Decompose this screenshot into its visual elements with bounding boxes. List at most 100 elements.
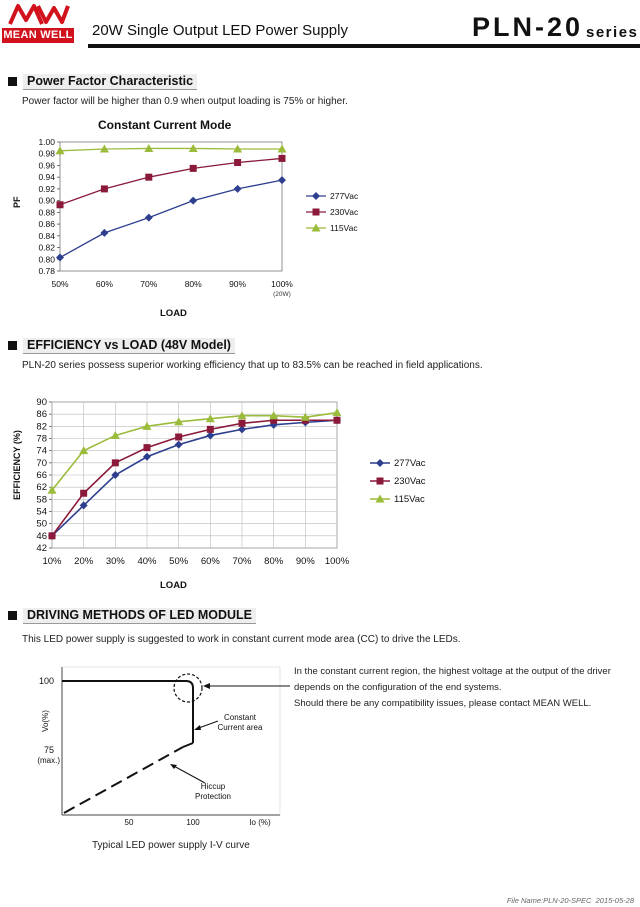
bullet-square-icon [8, 611, 17, 620]
x-tick-sublabel: (20W) [273, 291, 291, 298]
y-tick-label: 0.84 [38, 231, 55, 241]
data-point-277Vac [143, 452, 151, 461]
pf-chart-title: Constant Current Mode [98, 118, 232, 132]
y-tick-label: 70 [36, 458, 47, 469]
footer-date: 2015-05-28 [595, 896, 634, 905]
data-point-115Vac [110, 430, 120, 439]
drive-note-line: depends on the configuration of the end … [294, 682, 502, 693]
y-tick-label: 50 [36, 519, 47, 530]
legend-marker-230Vac [376, 477, 384, 485]
y-tick-label: 1.00 [38, 137, 55, 147]
x-tick-label: 30% [106, 556, 126, 567]
y-tick-label: 0.88 [38, 207, 55, 217]
data-point-230Vac [238, 419, 246, 427]
legend-marker-277Vac [376, 459, 384, 467]
iv-ytick-75-sub: (max.) [37, 756, 60, 765]
data-point-230Vac [111, 459, 119, 467]
data-point-230Vac [234, 159, 242, 167]
iv-cc-line [62, 680, 194, 743]
data-point-230Vac [143, 444, 151, 452]
y-tick-label: 74 [36, 446, 47, 457]
data-point-115Vac [188, 143, 198, 152]
x-tick-label: 100% [271, 279, 293, 289]
data-point-230Vac [270, 416, 278, 424]
y-tick-label: 62 [36, 482, 47, 493]
data-point-115Vac [205, 414, 215, 423]
drive-note-line: In the constant current region, the high… [294, 666, 611, 677]
data-point-115Vac [142, 421, 152, 430]
y-tick-label: 0.94 [38, 172, 55, 182]
iv-cc-label-1: Constant [224, 713, 257, 722]
footer: File Name:PLN-20-SPEC 2015-05-28 [507, 896, 634, 905]
iv-y-label: Vo(%) [41, 710, 50, 732]
logo-text: MEAN WELL [2, 28, 74, 43]
data-point-277Vac [56, 253, 64, 262]
x-tick-label: 90% [296, 556, 316, 567]
data-point-115Vac [55, 146, 65, 155]
legend-label: 277Vac [394, 458, 426, 469]
legend-label: 115Vac [330, 223, 358, 233]
y-tick-label: 90 [36, 397, 47, 408]
data-point-230Vac [206, 425, 214, 433]
series-line-115Vac [59, 147, 282, 152]
legend-label: 115Vac [394, 494, 425, 505]
data-point-115Vac [79, 446, 89, 455]
section-eff-heading: EFFICIENCY vs LOAD (48V Model) [8, 337, 235, 354]
x-tick-label: 50% [51, 279, 68, 289]
y-tick-label: 0.90 [38, 196, 55, 206]
data-point-115Vac [277, 144, 287, 153]
y-tick-label: 46 [36, 531, 47, 542]
x-tick-label: 20% [74, 556, 94, 567]
data-point-115Vac [332, 408, 342, 417]
iv-ytick-100: 100 [39, 676, 54, 686]
data-point-115Vac [47, 485, 57, 494]
legend-marker-115Vac [311, 223, 321, 232]
iv-ytick-75: 75 [44, 745, 54, 755]
data-point-277Vac [174, 440, 183, 449]
iv-xtick-50: 50 [125, 818, 134, 827]
data-point-115Vac [174, 417, 184, 426]
doc-title: 20W Single Output LED Power Supply [92, 22, 348, 39]
data-point-115Vac [233, 144, 243, 153]
y-tick-label: 0.96 [38, 160, 55, 170]
section-eff-title: EFFICIENCY vs LOAD (48V Model) [23, 337, 235, 354]
data-point-277Vac [189, 196, 198, 205]
y-tick-label: 58 [36, 494, 47, 505]
data-point-230Vac [278, 154, 286, 162]
bullet-square-icon [8, 77, 17, 86]
drive-note-line: Should there be any compatibility issues… [294, 698, 592, 709]
series-line-277Vac [51, 419, 338, 537]
iv-caption: Typical LED power supply I-V curve [92, 840, 250, 851]
eff-x-label: LOAD [160, 580, 187, 591]
iv-xtick-100: 100 [186, 818, 200, 827]
pf-x-label: LOAD [160, 308, 187, 319]
iv-cc-label-2: Current area [218, 723, 263, 732]
y-tick-label: 0.92 [38, 184, 55, 194]
iv-hiccup-line [63, 746, 184, 814]
y-tick-label: 54 [36, 507, 47, 518]
data-point-277Vac [278, 176, 286, 185]
y-tick-label: 86 [36, 409, 47, 420]
series-line-277Vac [59, 179, 283, 259]
brand-logo: MEAN WELL [2, 2, 74, 43]
series-line-230Vac [59, 157, 283, 206]
model-name: PLN-20 [472, 12, 584, 42]
data-point-230Vac [56, 201, 64, 209]
section-drive-title: DRIVING METHODS OF LED MODULE [23, 607, 256, 624]
data-point-277Vac [233, 184, 242, 193]
legend-label: 230Vac [394, 476, 426, 487]
x-tick-label: 80% [264, 556, 284, 567]
y-tick-label: 0.98 [38, 149, 55, 159]
x-tick-label: 40% [137, 556, 157, 567]
y-tick-label: 78 [36, 434, 47, 445]
legend-marker-277Vac [312, 192, 320, 200]
header-rule [88, 44, 640, 48]
data-point-115Vac [144, 143, 154, 152]
y-tick-label: 82 [36, 421, 47, 432]
section-eff-desc: PLN-20 series possess superior working e… [22, 360, 483, 371]
iv-x-label: Io (%) [249, 818, 271, 827]
section-drive-heading: DRIVING METHODS OF LED MODULE [8, 607, 256, 624]
drive-note: In the constant current region, the high… [294, 664, 624, 712]
iv-hiccup-label-1: Hiccup [201, 782, 226, 791]
y-tick-label: 0.86 [38, 219, 55, 229]
